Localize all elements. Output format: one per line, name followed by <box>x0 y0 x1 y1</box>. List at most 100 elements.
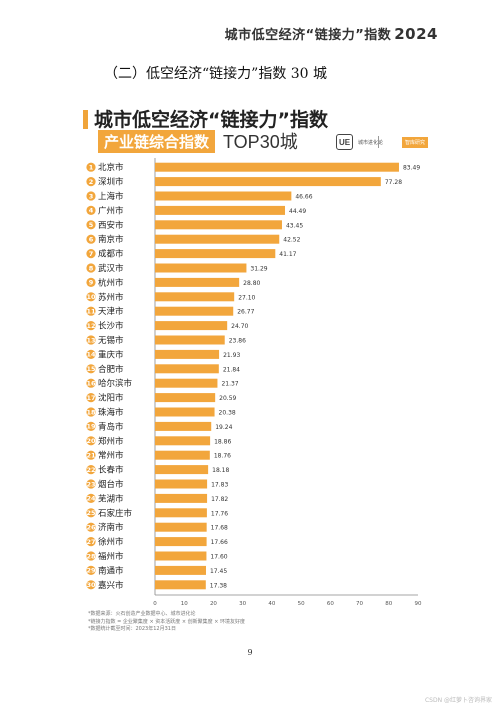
chart-subtitle-row: 产业链综合指数 TOP30城 <box>98 129 298 153</box>
bar <box>155 349 220 359</box>
category-label: 芜湖市 <box>98 493 124 504</box>
rank-number: 3 <box>89 192 94 200</box>
data-label: 23.86 <box>229 338 246 345</box>
category-label: 福州市 <box>98 551 124 562</box>
bar <box>155 565 206 575</box>
rank-number: 15 <box>86 365 96 373</box>
bar <box>155 220 282 230</box>
note-line: *数据统计截至时间：2023年12月31日 <box>88 626 176 632</box>
category-label: 长沙市 <box>98 321 124 332</box>
category-label: 广州市 <box>98 205 124 216</box>
category-label: 杭州市 <box>98 277 124 288</box>
data-label: 83.49 <box>403 165 420 172</box>
x-tick-label: 20 <box>210 601 217 607</box>
category-label: 重庆市 <box>98 349 124 360</box>
rank-number: 23 <box>86 480 95 488</box>
chart-title: 城市低空经济“链接力”指数 <box>83 105 328 132</box>
category-label: 成都市 <box>98 249 124 260</box>
rank-number: 17 <box>86 394 95 402</box>
rank-number: 19 <box>86 423 96 431</box>
chart-subtitle-box: 产业链综合指数 <box>98 129 216 153</box>
section-heading: （二）低空经济“链接力”指数 30 城 <box>104 66 328 82</box>
rank-number: 8 <box>89 264 94 272</box>
bar <box>155 364 219 374</box>
category-label: 济南市 <box>98 522 124 533</box>
rank-number: 26 <box>86 524 96 532</box>
x-tick-label: 80 <box>385 601 392 607</box>
rank-number: 30 <box>86 581 96 589</box>
category-label: 苏州市 <box>98 292 124 303</box>
category-label: 合肥市 <box>98 364 124 375</box>
rank-number: 13 <box>86 336 95 344</box>
bar <box>155 177 381 187</box>
rank-badge <box>86 450 96 460</box>
rank-number: 14 <box>86 351 96 359</box>
rank-number: 2 <box>89 178 94 186</box>
bar <box>155 537 207 547</box>
x-tick-label: 90 <box>415 601 422 607</box>
rank-number: 7 <box>89 250 94 258</box>
rank-badge <box>86 393 96 403</box>
bar <box>155 551 207 561</box>
data-label: 43.45 <box>286 222 303 229</box>
data-label: 17.76 <box>211 510 228 517</box>
category-label: 郑州市 <box>98 436 124 447</box>
rank-badge <box>86 551 96 561</box>
category-label: 珠海市 <box>98 407 124 418</box>
rank-badge <box>86 421 96 431</box>
rank-number: 4 <box>89 207 94 215</box>
rank-badge <box>86 234 96 244</box>
category-label: 长春市 <box>98 465 124 476</box>
watermark: CSDN @红萝卜咨询界家 <box>424 697 492 704</box>
x-tick-label: 0 <box>153 601 157 607</box>
rank-badge <box>86 191 96 201</box>
x-tick-label: 10 <box>181 601 188 607</box>
bar <box>155 522 207 532</box>
rank-number: 22 <box>86 466 95 474</box>
data-label: 31.29 <box>250 266 267 273</box>
data-label: 41.17 <box>279 251 296 258</box>
category-label: 西安市 <box>98 220 124 231</box>
logo-text: 城市进化论 <box>358 139 384 146</box>
rank-badge <box>86 407 96 417</box>
category-label: 青岛市 <box>98 421 124 432</box>
x-tick-label: 70 <box>356 601 363 607</box>
x-tick-label: 40 <box>268 601 275 607</box>
category-label: 深圳市 <box>98 177 124 188</box>
title-accent-bar <box>83 110 88 129</box>
data-label: 17.38 <box>210 582 227 589</box>
chart-title-text: 城市低空经济“链接力”指数 <box>94 109 328 131</box>
note-line: *链接力指数 = 企业聚集度 × 资本活跃度 × 创新聚集度 × 环境友好度 <box>88 618 245 625</box>
bar <box>155 580 206 590</box>
category-label: 南京市 <box>98 234 124 245</box>
data-label: 18.18 <box>212 467 229 474</box>
data-label: 17.82 <box>211 496 228 503</box>
bar <box>155 378 218 388</box>
rank-number: 27 <box>86 538 95 546</box>
rank-badge <box>86 321 96 331</box>
category-label: 石家庄市 <box>98 508 133 519</box>
rank-badge <box>86 378 96 388</box>
rank-badge <box>86 292 96 302</box>
data-label: 27.10 <box>238 294 255 301</box>
data-label: 26.77 <box>237 309 254 316</box>
category-label: 沈阳市 <box>98 393 124 404</box>
rank-number: 5 <box>89 221 94 229</box>
bar <box>155 479 208 489</box>
rank-badge <box>86 162 96 172</box>
category-label: 嘉兴市 <box>98 580 124 591</box>
data-label: 17.45 <box>210 568 227 575</box>
rank-number: 11 <box>86 308 96 316</box>
data-label: 20.38 <box>219 410 236 417</box>
bar <box>155 321 228 331</box>
rank-badge <box>86 508 96 518</box>
rank-badge <box>86 177 96 187</box>
bar <box>155 421 212 431</box>
rank-badge <box>86 220 96 230</box>
rank-number: 25 <box>86 509 96 517</box>
bar <box>155 465 209 475</box>
rank-number: 29 <box>86 567 96 575</box>
logo-divider <box>378 136 379 148</box>
data-label: 19.24 <box>215 424 232 431</box>
rank-number: 10 <box>86 293 96 301</box>
